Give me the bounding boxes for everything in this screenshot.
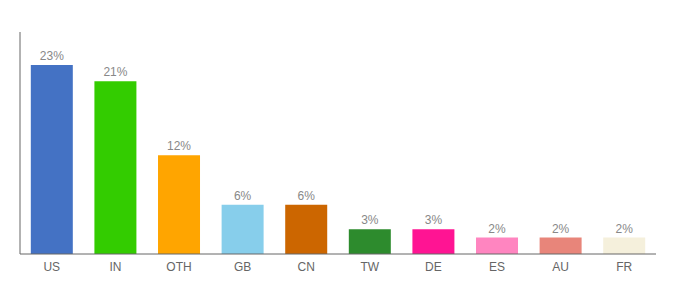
svg-text:DE: DE [425,260,442,274]
svg-text:2%: 2% [488,222,506,236]
svg-text:3%: 3% [425,213,443,227]
svg-text:21%: 21% [103,65,127,79]
svg-text:TW: TW [360,260,379,274]
svg-text:US: US [43,260,60,274]
svg-text:FR: FR [616,260,632,274]
svg-text:GB: GB [234,260,251,274]
svg-text:2%: 2% [552,222,570,236]
svg-text:12%: 12% [167,139,191,153]
svg-text:OTH: OTH [166,260,191,274]
svg-text:CN: CN [298,260,315,274]
svg-text:3%: 3% [361,213,379,227]
svg-text:IN: IN [109,260,121,274]
svg-text:ES: ES [489,260,505,274]
svg-text:AU: AU [552,260,569,274]
svg-text:6%: 6% [298,189,316,203]
svg-text:2%: 2% [616,222,634,236]
svg-text:23%: 23% [40,49,64,63]
svg-text:6%: 6% [234,189,252,203]
